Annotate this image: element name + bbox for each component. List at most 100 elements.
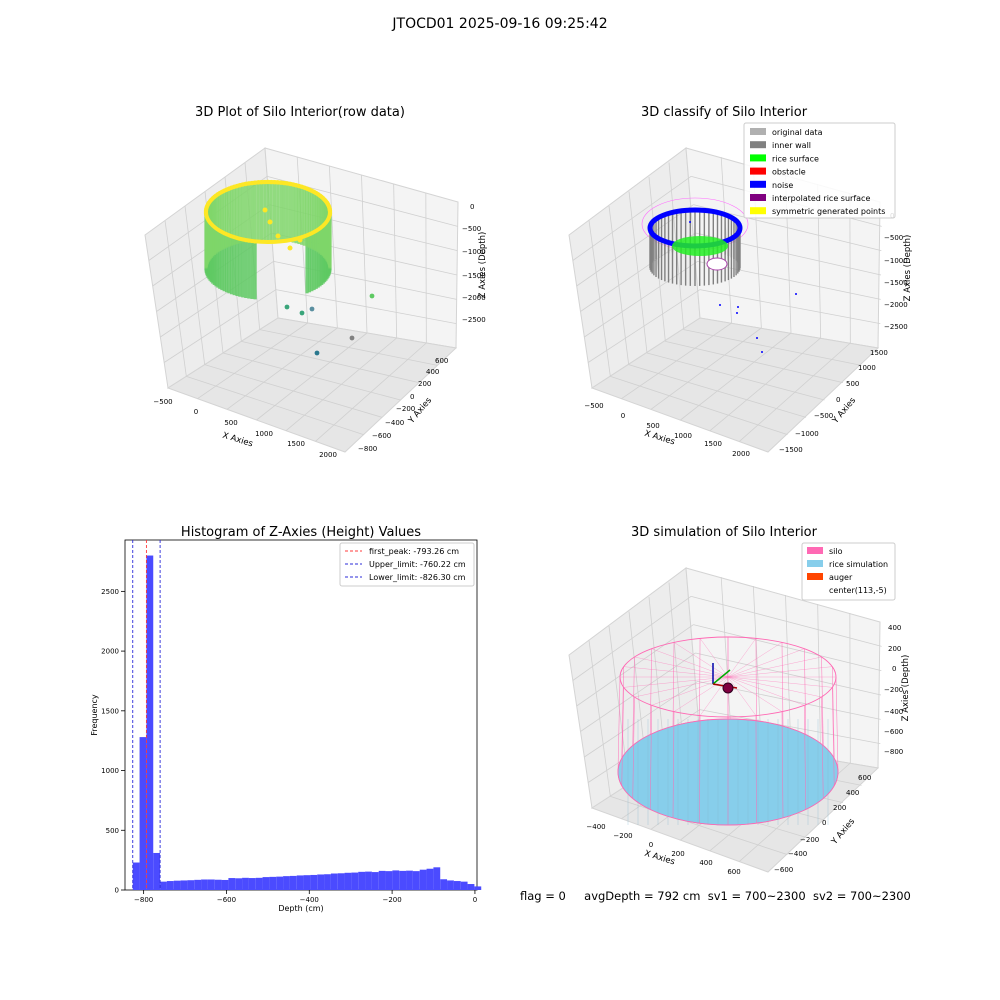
histogram-ylabel: Frequency	[90, 694, 99, 736]
simulation-legend-label: rice simulation	[829, 560, 888, 569]
classify-floor-pane	[590, 317, 880, 453]
histogram-bar	[460, 881, 468, 890]
raw-zlabel: Z Axies (Depth)	[478, 232, 488, 299]
noise-point	[761, 351, 763, 353]
sim-ytick-1: −400	[788, 850, 807, 858]
histogram-bar	[296, 875, 304, 890]
silo-roof-line	[673, 642, 729, 678]
sim-ytick-4: 200	[833, 804, 846, 812]
noise-point	[756, 337, 758, 339]
simulation-plot-title: 3D simulation of Silo Interior	[631, 525, 818, 540]
histogram-ytick-label: 2500	[101, 588, 119, 596]
classify-ztick-1: −2000	[884, 301, 908, 309]
histogram-bar	[447, 880, 454, 890]
sim-ztick-5: 200	[888, 645, 901, 653]
histogram-xtick-label: −600	[217, 896, 236, 904]
histogram-bar	[201, 879, 208, 890]
raw-ztick-0: −2500	[462, 316, 486, 324]
classify-ytick-5: 1000	[858, 364, 876, 372]
grid-line	[315, 342, 427, 442]
raw-ztick-1: −2000	[462, 294, 486, 302]
silo-wall-line	[649, 648, 652, 735]
classify-xtick-3: 1000	[674, 432, 692, 440]
silo-wall-line	[781, 711, 784, 818]
classify-point-cloud	[641, 197, 797, 353]
silo-roof-line	[699, 676, 729, 716]
histogram-legend-label: Lower_limit: -826.30 cm	[369, 573, 466, 582]
histogram-bar	[474, 886, 482, 890]
sim-ztick-4: 0	[892, 665, 896, 673]
histogram-bar	[330, 873, 338, 890]
raw-outlier-point	[284, 304, 290, 310]
silo-roof-line	[727, 676, 783, 712]
histogram-plot-area	[124, 539, 478, 891]
histogram-bar	[453, 881, 461, 890]
histogram-bar	[406, 870, 413, 890]
classify-legend-box	[743, 122, 896, 219]
classify-legend-label: symmetric generated points	[772, 207, 885, 216]
histogram-ytick-label: 0	[115, 887, 119, 895]
raw-scatter-point	[297, 237, 303, 243]
flag-readout: flag = 0	[520, 889, 566, 903]
raw-outlier-point	[299, 310, 305, 316]
grid-line	[849, 612, 851, 764]
silo-wall-line	[649, 705, 652, 810]
raw-xtick-2: 500	[224, 419, 237, 427]
histogram-bar	[180, 880, 188, 890]
figure-title: JTOCD01 2025-09-16 09:25:42	[392, 16, 608, 32]
classify-xtick-1: 0	[621, 412, 625, 420]
grid-line	[163, 289, 277, 363]
histogram-xlabel: Depth (cm)	[278, 904, 323, 913]
histogram-ytick-label: 500	[106, 827, 119, 835]
classify-legend: original data inner wall rice surface obsta…	[750, 128, 885, 216]
classify-ytick-0: −1500	[779, 446, 803, 454]
silo-roof-line	[727, 676, 822, 698]
silo-roof-line	[727, 638, 757, 678]
histogram-ytick-label: 1000	[101, 767, 119, 775]
silo-wall-line	[621, 687, 624, 786]
histogram-bar	[248, 878, 256, 890]
raw-ztick-4: −500	[462, 225, 481, 233]
classify-ytick-6: 1500	[870, 349, 888, 357]
classify-xtick-5: 2000	[732, 450, 750, 458]
auger-y-arrow	[712, 669, 731, 685]
histogram-y-ticks: 0 500 1000 1500 2000 2500	[101, 588, 125, 895]
raw-ytick-0: −800	[358, 445, 377, 453]
histogram-bar	[132, 862, 140, 890]
histogram-bar	[194, 879, 202, 890]
histogram-x-ticks: −800 −600 −400 −200 0	[134, 890, 477, 904]
classify-xtick-2: 500	[646, 422, 659, 430]
simulation-legend: silo rice simulation auger center(113,-5)	[807, 547, 888, 595]
grid-line	[275, 289, 457, 325]
simulation-legend-box	[801, 542, 896, 601]
raw-xtick-1: 0	[194, 408, 198, 416]
noise-point	[689, 221, 691, 223]
silo-roof-line	[727, 648, 805, 678]
raw-scatter-point	[275, 233, 281, 239]
sim-ytick-6: 600	[858, 774, 871, 782]
raw-ring-rim	[204, 180, 332, 244]
histogram-legend-label: Upper_limit: -760.22 cm	[369, 560, 466, 569]
interpolated-rice-points	[706, 257, 728, 271]
raw-outlier-point	[314, 350, 320, 356]
sim-xtick-0: −400	[586, 823, 605, 831]
grid-line	[587, 289, 701, 363]
raw-ytick-7: 600	[435, 357, 448, 365]
histogram-bar	[228, 878, 236, 890]
classify-legend-swatch	[750, 128, 766, 135]
noise-point	[719, 304, 721, 306]
sim-xtick-2: 0	[649, 841, 653, 849]
histogram-bar	[160, 881, 167, 890]
histogram-legend-label: first_peak: -793.26 cm	[369, 547, 459, 556]
silo-wall-line	[821, 696, 824, 799]
histogram-bar	[412, 871, 420, 890]
sim-xtick-4: 400	[699, 859, 712, 867]
sim-ytick-5: 400	[846, 789, 859, 797]
histogram-bar	[207, 879, 215, 890]
histogram-bar	[146, 555, 154, 890]
silo-roof-line	[727, 676, 833, 688]
silo-wall-line	[821, 656, 824, 746]
histogram-ytick-label: 2000	[101, 648, 119, 656]
histogram-bar	[317, 874, 325, 890]
